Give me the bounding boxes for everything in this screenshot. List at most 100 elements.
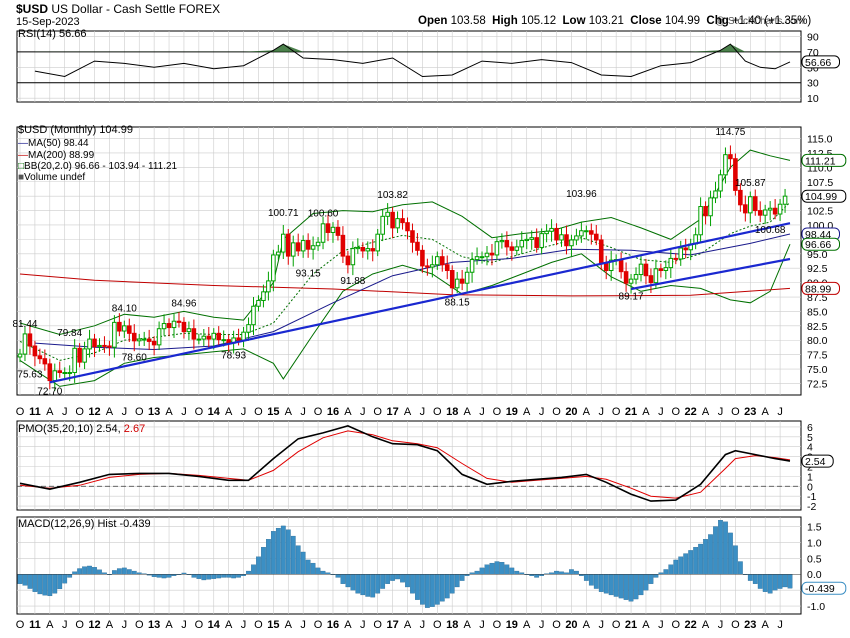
macd-hist-bar (126, 569, 132, 575)
pmo-title-main: PMO(35,20,10) 2.54, (18, 423, 124, 435)
macd-hist-bar (305, 559, 311, 575)
candle-body (579, 230, 584, 237)
candle-body (738, 189, 743, 206)
price-annotation: 84.96 (171, 299, 196, 310)
high-value: 105.12 (520, 15, 557, 27)
x-tick-label: A (762, 619, 770, 631)
x-tick-label: 11 (29, 406, 41, 418)
x-tick-label: J (122, 619, 128, 631)
macd-hist-bar (32, 574, 38, 592)
macd-hist-bar (390, 574, 395, 581)
x-tick-label: 12 (88, 406, 100, 418)
macd-hist-bar (360, 574, 366, 596)
x-tick-label: A (225, 406, 233, 418)
macd-hist-bar (434, 574, 440, 605)
x-tick-label: 15 (267, 619, 279, 631)
y-tick-label: 5 (807, 432, 813, 444)
macd-hist-bar (256, 556, 261, 575)
macd-hist-bar (17, 574, 23, 584)
macd-hist-bar (648, 574, 654, 584)
macd-hist-bar (345, 574, 351, 588)
x-tick-label: O (75, 406, 84, 418)
macd-hist-bar (728, 532, 733, 575)
candle-body (420, 249, 425, 267)
macd-hist-bar (588, 574, 594, 586)
price-right-label-0: 111.21 (805, 155, 836, 167)
x-tick-label: J (300, 406, 306, 418)
macd-hist-bar (315, 567, 321, 575)
price-right-label-0-box (801, 153, 847, 167)
low-label: Low (562, 15, 586, 27)
macd-hist-bar (767, 574, 773, 594)
x-tick-label: 13 (148, 619, 160, 631)
candle-body (305, 240, 311, 250)
candle-body (161, 323, 167, 330)
candle-body (17, 353, 23, 358)
candle-body (320, 223, 326, 243)
candle-body (141, 338, 147, 341)
chg-label: Chg (706, 15, 729, 27)
x-tick-label: O (731, 619, 740, 631)
macd-hist-bar (723, 521, 728, 575)
macd-hist-bar (196, 574, 202, 579)
y-tick-label: 1.0 (807, 537, 822, 549)
macd-hist-bar (747, 574, 753, 581)
candle-body (648, 275, 654, 284)
macd-hist-bar (275, 527, 281, 575)
candle-body (459, 278, 465, 284)
x-tick-label: J (360, 406, 366, 418)
macd-hist-bar (266, 539, 271, 575)
macd-hist-bar (449, 574, 455, 594)
macd-hist-bar (221, 574, 227, 578)
legend-volume: ■Volume undef (18, 172, 86, 183)
candle-body (370, 248, 376, 252)
candle-body (464, 271, 470, 284)
macd-hist-bar (270, 531, 276, 575)
price-annotation: 89.17 (619, 291, 644, 302)
macd-hist-bar (559, 571, 564, 575)
candle-body (663, 267, 669, 272)
candle-body (112, 321, 117, 348)
x-tick-label: A (344, 406, 352, 418)
x-tick-label: 14 (208, 406, 221, 418)
macd-hist-bar (474, 570, 480, 575)
macd-hist-bar (350, 574, 356, 591)
candle-body (444, 264, 450, 272)
candle-body (469, 259, 475, 273)
macd-hist-bar (370, 574, 376, 598)
macd-hist-bar (410, 574, 415, 594)
macd-hist-bar (52, 574, 58, 594)
macd-hist-bar (673, 559, 679, 575)
candle-body (330, 226, 336, 233)
candle-body (246, 324, 251, 333)
rsi-last-value: 56.66 (805, 57, 831, 69)
x-tick-label: O (612, 619, 621, 631)
candle-body (256, 299, 261, 307)
macd-hist-bar (484, 564, 490, 575)
candle-body (400, 218, 405, 224)
x-tick-label: J (122, 406, 128, 418)
candle-body (211, 332, 217, 340)
macd-hist-bar (116, 568, 122, 575)
y-tick-label: 0.0 (807, 569, 822, 581)
macd-hist-bar (534, 574, 540, 578)
x-tick-label: A (344, 619, 352, 631)
x-tick-label: O (552, 406, 561, 418)
x-tick-label: J (181, 406, 187, 418)
price-annotation: 78.60 (122, 352, 147, 363)
x-tick-label: O (433, 619, 442, 631)
candle-body (216, 332, 222, 341)
close-value: 104.99 (664, 15, 701, 27)
macd-hist-bar (151, 574, 157, 577)
candle-body (698, 206, 703, 236)
candle-body (668, 257, 674, 269)
symbol: $USD (16, 2, 49, 16)
x-tick-label: J (62, 619, 68, 631)
x-tick-label: 21 (625, 619, 637, 631)
candle-body (757, 210, 763, 216)
candle-body (544, 230, 549, 235)
candle-body (271, 254, 276, 282)
candle-body (107, 345, 112, 348)
macd-title: MACD(12,26,9) Hist -0.439 (18, 518, 151, 530)
